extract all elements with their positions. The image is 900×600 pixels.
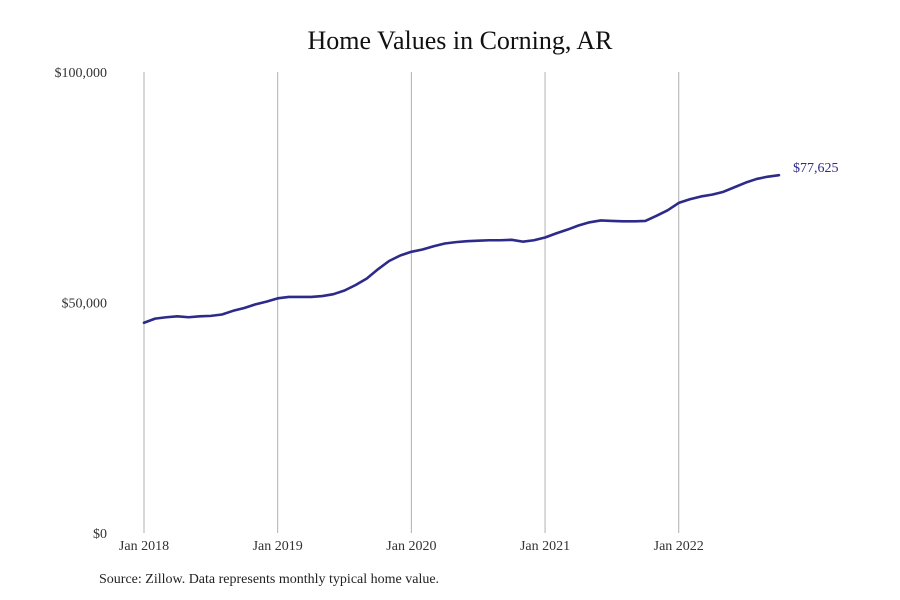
series-line: [142, 173, 781, 325]
grid-lines: [143, 72, 680, 533]
y-tick-label: $100,000: [55, 66, 108, 81]
x-axis-tick-labels: Jan 2018 Jan 2019 Jan 2020 Jan 2021 Jan 2022: [119, 539, 704, 554]
end-value-label: $77,625: [793, 161, 839, 176]
y-axis-tick-labels: $0 $50,000 $100,000: [55, 66, 108, 542]
x-tick-label: Jan 2022: [654, 539, 704, 554]
chart-title: Home Values in Corning, AR: [307, 26, 613, 55]
x-tick-label: Jan 2019: [253, 539, 303, 554]
y-tick-label: $0: [93, 527, 107, 542]
x-tick-label: Jan 2021: [520, 539, 570, 554]
y-tick-label: $50,000: [62, 297, 108, 312]
source-note: Source: Zillow. Data represents monthly …: [99, 572, 440, 587]
x-tick-label: Jan 2018: [119, 539, 169, 554]
series-group: $77,625: [142, 161, 839, 325]
x-tick-label: Jan 2020: [386, 539, 436, 554]
